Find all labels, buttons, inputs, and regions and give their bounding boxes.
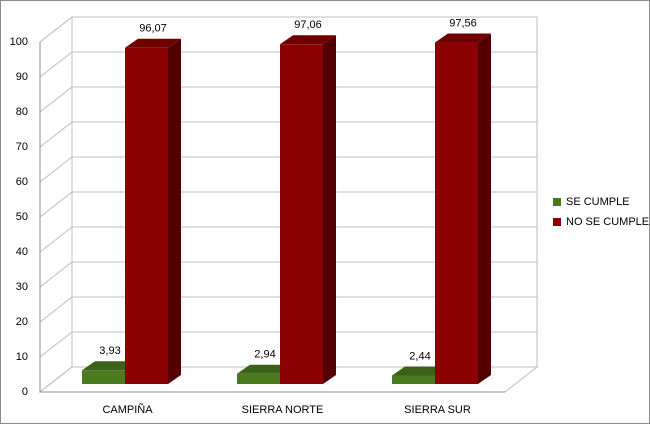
y-tick-label: 30 <box>16 281 28 293</box>
value-label: 3,93 <box>99 345 120 357</box>
bar-side <box>168 38 181 384</box>
y-tick-label: 50 <box>16 211 28 223</box>
bar-side <box>478 33 491 384</box>
x-tick-label: CAMPIÑA <box>102 403 153 416</box>
bar-top <box>392 366 448 376</box>
grid-line <box>39 191 537 218</box>
grid-line <box>39 156 537 183</box>
y-tick-label: 0 <box>22 386 28 398</box>
y-tick-label: 60 <box>16 176 28 188</box>
bar <box>125 47 168 384</box>
value-label: 2,94 <box>254 349 275 361</box>
bar <box>82 370 125 384</box>
bar <box>237 373 280 384</box>
value-label: 2,44 <box>409 350 430 362</box>
bar-top <box>237 364 293 374</box>
y-tick-label: 10 <box>16 351 28 363</box>
y-tick-label: 70 <box>16 141 28 153</box>
bar-top <box>435 33 491 43</box>
grid-line <box>39 366 537 393</box>
value-label: 97,06 <box>294 19 322 31</box>
legend-swatch <box>553 218 561 226</box>
grid-line <box>39 296 537 323</box>
y-tick-label: 100 <box>10 36 28 48</box>
bar-top <box>125 38 181 48</box>
y-tick-label: 80 <box>16 106 28 118</box>
legend-label: SE CUMPLE <box>566 196 630 208</box>
bar <box>280 44 323 384</box>
bar-top <box>280 35 336 45</box>
grid-line <box>39 86 537 113</box>
grid-line <box>39 226 537 253</box>
value-label: 96,07 <box>139 23 167 35</box>
grid-line <box>39 331 537 358</box>
y-tick-label: 40 <box>16 246 28 258</box>
grid-line <box>39 16 537 43</box>
y-tick-label: 90 <box>16 71 28 83</box>
bar-top <box>82 361 138 371</box>
grid-line <box>39 51 537 78</box>
legend-swatch <box>553 198 561 206</box>
bar <box>435 42 478 384</box>
bar-side <box>323 35 336 384</box>
bar <box>392 375 435 384</box>
x-tick-label: SIERRA NORTE <box>242 404 324 416</box>
y-tick-label: 20 <box>16 316 28 328</box>
legend-label: NO SE CUMPLE <box>566 216 649 228</box>
x-tick-label: SIERRA SUR <box>404 404 471 416</box>
value-label: 97,56 <box>449 17 477 29</box>
grid-line <box>39 261 537 288</box>
grid-line <box>39 121 537 148</box>
